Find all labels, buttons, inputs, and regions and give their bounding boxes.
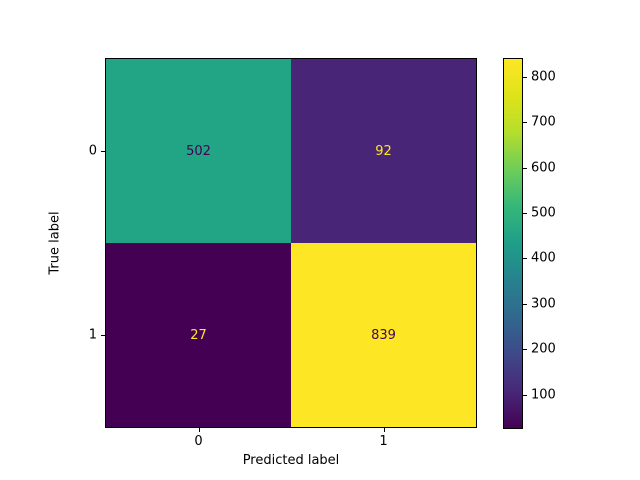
colorbar-tick-mark bbox=[523, 258, 527, 260]
colorbar-tick-label: 100 bbox=[531, 387, 556, 403]
colorbar-tick-label: 500 bbox=[531, 205, 556, 221]
x-tick-label: 1 bbox=[379, 434, 388, 449]
confusion-matrix-axes: 502 92 27 839 bbox=[105, 58, 477, 428]
y-axis-label: True label bbox=[47, 211, 63, 275]
y-tick-mark bbox=[101, 335, 105, 336]
y-tick-mark bbox=[101, 151, 105, 152]
colorbar-tick-mark bbox=[523, 213, 527, 215]
colorbar-tick-label: 700 bbox=[531, 114, 556, 130]
colorbar-tick-label: 600 bbox=[531, 160, 556, 176]
colorbar-tick-label: 400 bbox=[531, 250, 556, 266]
colorbar-tick-mark bbox=[523, 303, 527, 305]
matrix-cell-1-1: 839 bbox=[291, 243, 476, 427]
colorbar-tick-mark bbox=[523, 167, 527, 169]
y-tick-label: 0 bbox=[88, 143, 97, 159]
matrix-cell-value: 27 bbox=[190, 327, 207, 343]
colorbar-tick-mark bbox=[523, 394, 527, 396]
colorbar-tick-label: 200 bbox=[531, 341, 556, 357]
colorbar-tick-label: 300 bbox=[531, 296, 556, 312]
colorbar-tick-mark bbox=[523, 349, 527, 351]
matrix-cell-0-1: 92 bbox=[291, 59, 476, 243]
x-tick-mark bbox=[383, 428, 385, 432]
matrix-cell-value: 502 bbox=[186, 143, 211, 159]
colorbar-tick-mark bbox=[523, 76, 527, 78]
matrix-cell-0-0: 502 bbox=[106, 59, 291, 243]
colorbar-tick-label: 800 bbox=[531, 69, 556, 85]
colorbar bbox=[503, 58, 523, 429]
colorbar-tick-mark bbox=[523, 122, 527, 124]
x-tick-label: 0 bbox=[194, 434, 203, 449]
matrix-cell-1-0: 27 bbox=[106, 243, 291, 427]
x-axis-label: Predicted label bbox=[242, 453, 340, 468]
y-tick-label: 1 bbox=[88, 327, 97, 343]
matrix-cell-value: 92 bbox=[375, 143, 392, 159]
matrix-cell-value: 839 bbox=[371, 327, 396, 343]
x-tick-mark bbox=[198, 428, 200, 432]
